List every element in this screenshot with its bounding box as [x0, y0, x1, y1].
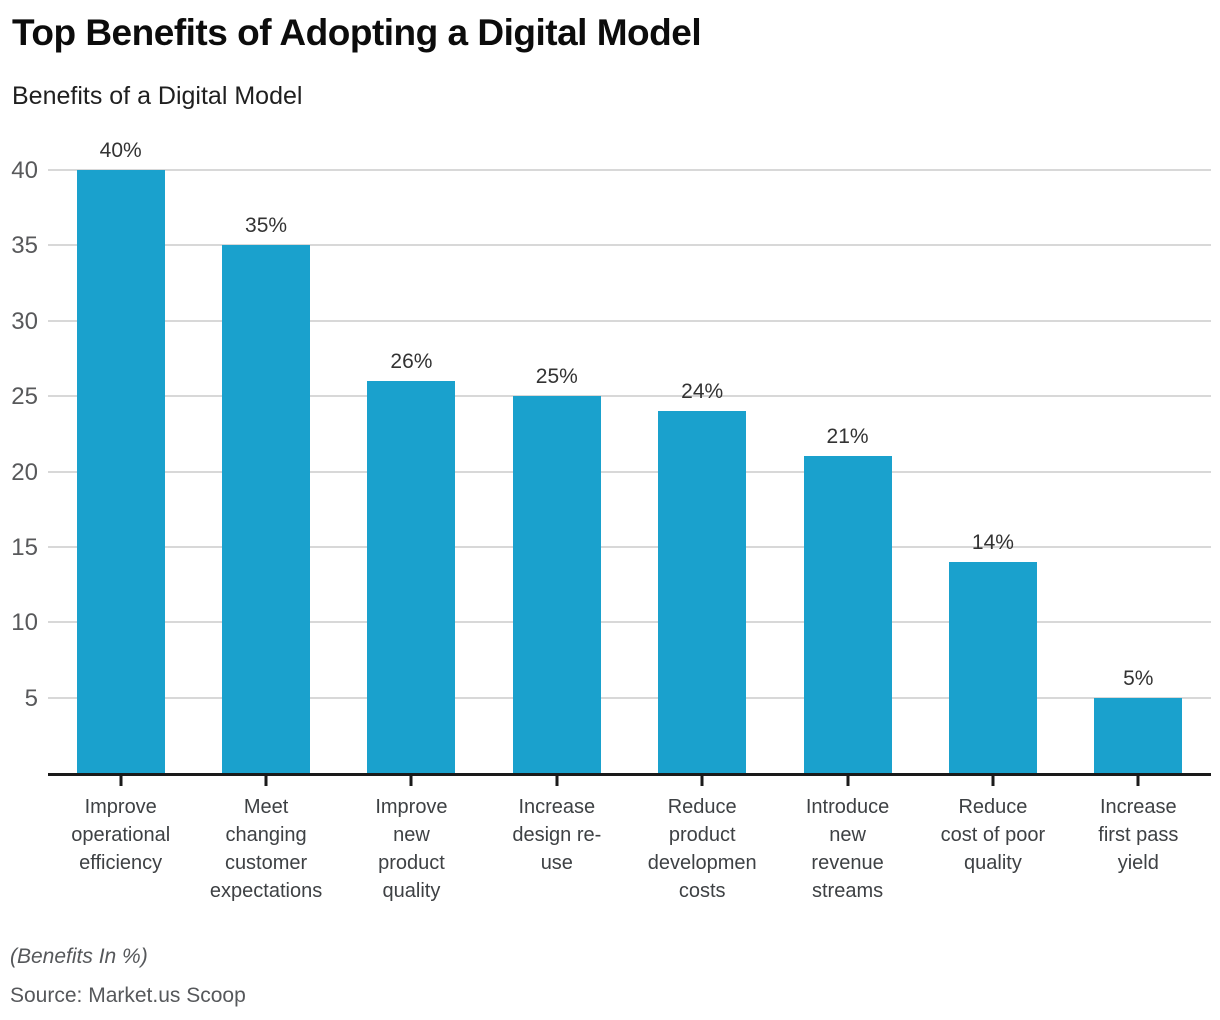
x-axis-category-label-line: costs [678, 880, 726, 902]
x-axis-category-label-line: Meet [243, 796, 289, 818]
x-axis-category-label-line: developmen [647, 852, 757, 874]
x-axis-category-label-line: operational [71, 824, 171, 846]
x-axis-category-label-line: Introduce [805, 796, 890, 818]
x-axis-category-label-line: new [393, 824, 430, 846]
bar [222, 245, 311, 773]
x-axis-category-label-line: Reduce [958, 796, 1028, 818]
bar-band: 25% [484, 170, 629, 786]
bar [658, 411, 747, 773]
y-axis-tick-label: 5 [24, 684, 38, 712]
y-axis-tick-label: 30 [11, 307, 38, 335]
x-axis-category-label-line: design re- [512, 824, 602, 846]
plot-area: 40% 35% 26% 25% 24% 21% 14% 5% [48, 140, 1211, 786]
bar-value-label: 14% [971, 530, 1014, 554]
x-axis-category-label-line: efficiency [79, 852, 163, 874]
bar-band: 24% [630, 170, 775, 786]
gridline [48, 395, 1211, 398]
x-axis-category-label-line: revenue [811, 852, 884, 874]
bar-value-label: 24% [681, 380, 724, 404]
bar-band: 21% [775, 170, 920, 786]
x-axis-category-label-line: first pass [1098, 824, 1179, 846]
x-axis-category-label-line: new [829, 824, 866, 846]
x-axis-category-label: Increase design re-use [484, 793, 629, 905]
x-axis-category-label-line: customer [224, 852, 308, 874]
bar-chart: 5 10 15 20 25 30 35 40 40% 35% 26% 25% 24% 21% 14% 5% [0, 140, 1211, 786]
x-axis-category-label-line: streams [812, 880, 884, 902]
bar-series: 40% 35% 26% 25% 24% 21% 14% 5% [48, 140, 1211, 786]
x-axis-category-label: Reduce cost of poor quality [920, 793, 1065, 905]
x-axis-category-label-line: expectations [209, 880, 323, 902]
gridline [48, 244, 1211, 247]
x-axis-category-label-line: product [378, 852, 445, 874]
bar-value-label: 40% [99, 139, 142, 162]
gridline [48, 470, 1211, 473]
x-axis-category-label-line: quality [382, 880, 441, 902]
x-axis-category-label: Reduce product developmen costs [630, 793, 775, 905]
bar-value-label: 5% [1123, 666, 1154, 690]
page-title: Top Benefits of Adopting a Digital Model [12, 12, 702, 53]
x-axis-category-label-line: Increase [518, 796, 596, 818]
y-axis-tick-label: 15 [11, 533, 38, 561]
x-axis-tick-mark [264, 776, 268, 786]
source-note: Source: Market.us Scoop [10, 984, 246, 1007]
bar [948, 561, 1037, 773]
bar-value-label: 35% [245, 214, 288, 238]
x-axis-category-label: Introduce new revenue streams [775, 793, 920, 905]
x-axis-tick-mark [119, 776, 123, 786]
y-axis-tick-label: 40 [11, 157, 38, 184]
bar [512, 396, 601, 773]
bar-band: 40% [48, 140, 193, 786]
gridline [48, 696, 1211, 699]
bar [803, 456, 892, 773]
bar-value-label: 26% [390, 350, 433, 374]
x-axis-tick-mark [555, 776, 559, 786]
bar [1094, 697, 1183, 773]
y-axis-tick-label: 10 [11, 609, 38, 637]
bar-band: 26% [339, 170, 484, 786]
x-axis-tick-mark [700, 776, 704, 786]
bar-value-label: 21% [826, 425, 869, 449]
x-axis-category-label-line: yield [1117, 852, 1159, 874]
x-axis-category-label: Meet changing customer expectations [193, 793, 338, 905]
y-axis-tick-label: 35 [11, 232, 38, 260]
bar-band: 35% [193, 170, 338, 786]
x-axis-category-label: Improve new product quality [339, 793, 484, 905]
x-axis-category-label-line: Reduce [667, 796, 737, 818]
x-axis-tick-mark [409, 776, 413, 786]
x-axis-tick-mark [991, 776, 995, 786]
bar-value-label: 25% [535, 365, 578, 389]
bar [76, 170, 165, 773]
x-axis-category-label: Increase first pass yield [1066, 793, 1211, 905]
x-axis-category-label-line: quality [964, 852, 1022, 874]
gridline [48, 545, 1211, 548]
y-axis: 5 10 15 20 25 30 35 40 [0, 159, 48, 773]
bar [367, 381, 456, 773]
x-axis-tick-mark [846, 776, 850, 786]
y-axis-tick-label: 25 [11, 383, 38, 411]
gridline [48, 169, 1211, 171]
bar-band: 14% [920, 170, 1065, 786]
x-axis-category-label-line: changing [225, 824, 307, 846]
y-axis-tick-label: 20 [11, 458, 38, 486]
x-axis-labels: Improve operational efficiency Meet changing… [48, 793, 1211, 905]
x-axis-category-label-line: Improve [375, 796, 448, 818]
x-axis-category-label-line: product [668, 824, 736, 846]
gridline [48, 319, 1211, 322]
x-axis-category-label-line: Improve [84, 796, 157, 818]
x-axis-tick-mark [1136, 776, 1140, 786]
units-note: (Benefits In %) [10, 945, 148, 968]
x-axis-category-label-line: Increase [1099, 796, 1177, 818]
gridline [48, 621, 1211, 624]
x-axis-category-label-line: use [540, 852, 573, 874]
chart-subtitle: Benefits of a Digital Model [12, 82, 303, 110]
bar-band: 5% [1066, 170, 1211, 786]
x-axis-category-label-line: cost of poor [940, 824, 1046, 846]
x-axis-category-label: Improve operational efficiency [48, 793, 193, 905]
